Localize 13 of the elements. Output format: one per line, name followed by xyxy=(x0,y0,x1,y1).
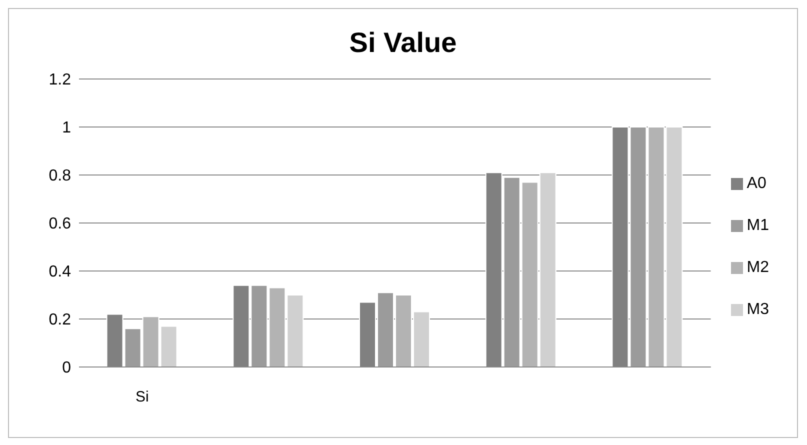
y-tick-label: 1 xyxy=(62,120,72,137)
y-tick-label: 0.8 xyxy=(48,168,72,185)
chart-title: Si Value xyxy=(348,27,458,60)
y-tick-label: 0 xyxy=(62,360,72,377)
legend-label: M3 xyxy=(746,301,769,318)
y-tick-label: 0.4 xyxy=(48,264,72,281)
y-tick-label: 0.2 xyxy=(48,312,72,329)
legend-label: A0 xyxy=(746,175,766,192)
legend-label: M1 xyxy=(746,217,769,234)
y-tick-label: 0.6 xyxy=(48,216,72,233)
y-tick-label: 1.2 xyxy=(48,72,72,89)
legend-label: M2 xyxy=(746,259,769,276)
x-tick-label: Si xyxy=(136,388,149,406)
